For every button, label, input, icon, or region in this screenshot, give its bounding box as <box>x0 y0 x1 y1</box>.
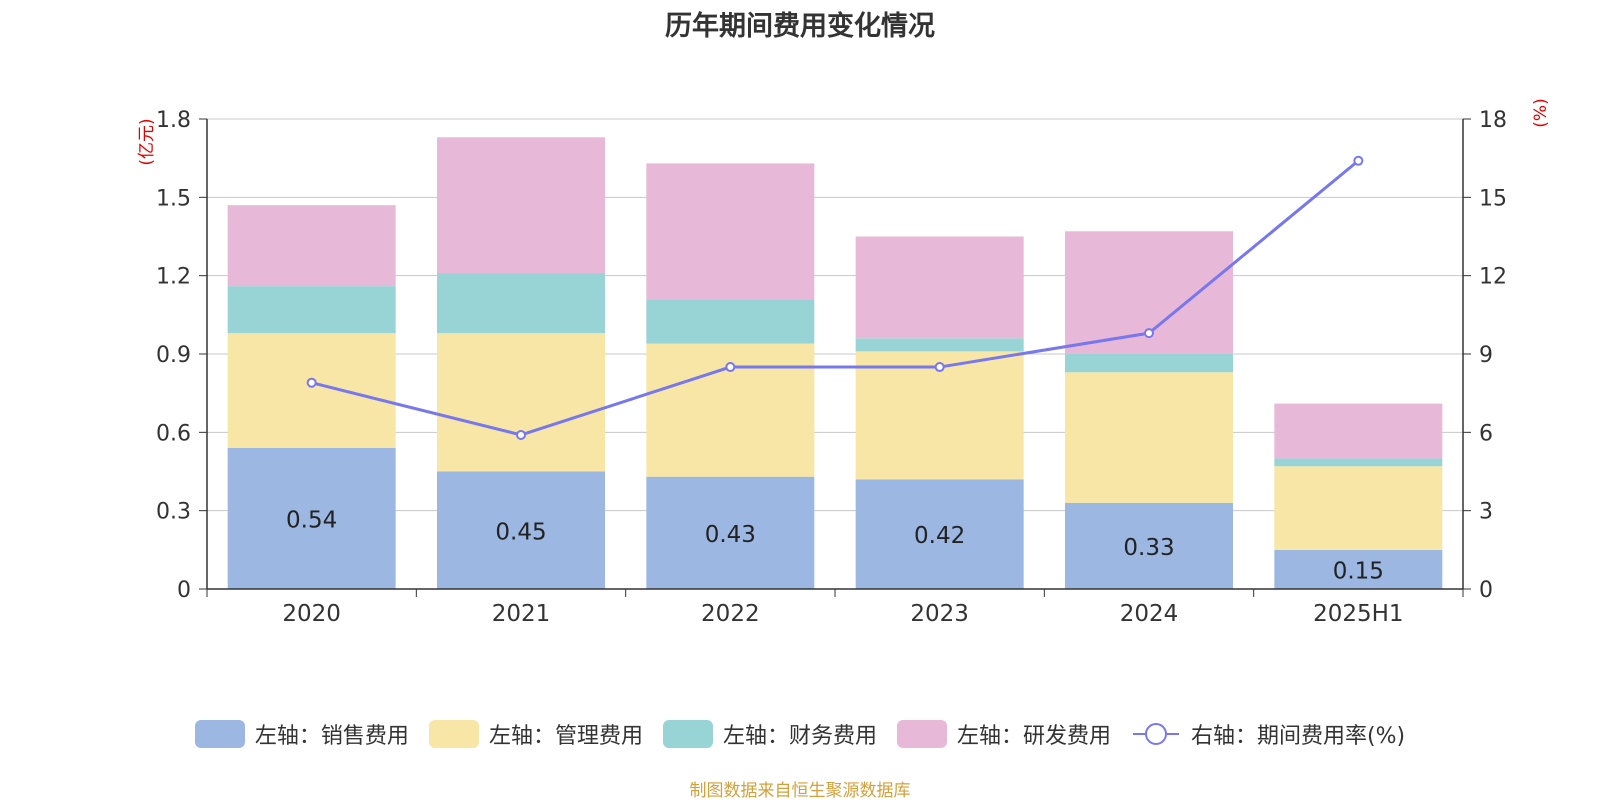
expense-rate-point <box>934 362 945 373</box>
bar-segment-2-2021 <box>437 333 605 472</box>
expense-rate-point <box>1353 155 1364 166</box>
left-tick-label: 0 <box>177 578 191 603</box>
legend-label-expense-rate: 右轴：期间费用率(%) <box>1190 724 1406 749</box>
x-tick-label: 2020 <box>282 601 341 627</box>
bar-segment-3-2020 <box>227 286 396 334</box>
x-tick-label: 2024 <box>1120 601 1179 627</box>
source-note: 制图数据来自恒生聚源数据库 <box>689 781 911 801</box>
bar-segment-3-2022 <box>646 299 815 344</box>
bar-segment-1-2025H1 <box>1274 549 1443 589</box>
legend-swatch-rnd <box>896 720 947 748</box>
left-tick-label: 1.5 <box>156 186 191 211</box>
bar-segment-1-2020 <box>227 448 396 589</box>
left-tick-label: 1.8 <box>156 108 191 133</box>
bar-segment-3-2023 <box>855 338 1024 352</box>
bar-segment-2-2020 <box>227 333 396 448</box>
legend-label-admin: 左轴：管理费用 <box>488 724 643 749</box>
data-label: 0.54 <box>286 508 337 534</box>
legend-item-sales[interactable]: 左轴：销售费用 <box>194 718 409 750</box>
bar-segment-3-2021 <box>437 273 605 334</box>
right-axis-unit-label: (%) <box>1531 98 1551 127</box>
legend-item-finance[interactable]: 左轴：财务费用 <box>662 718 877 750</box>
expense-rate-point <box>725 362 736 373</box>
bar-segment-4-2021 <box>437 137 605 274</box>
x-tick-label: 2021 <box>492 601 551 627</box>
legend-item-expense-rate[interactable]: 右轴：期间费用率(%) <box>1131 718 1405 750</box>
bar-segment-4-2022 <box>646 163 815 300</box>
bar-segment-1-2021 <box>437 471 605 589</box>
legend-label-finance: 左轴：财务费用 <box>722 724 877 749</box>
legend-label-rnd: 左轴：研发费用 <box>956 724 1111 749</box>
left-tick-label: 1.2 <box>156 265 191 290</box>
bar-segment-4-2020 <box>227 205 396 287</box>
legend-label-sales: 左轴：销售费用 <box>254 724 409 749</box>
legend-item-admin[interactable]: 左轴：管理费用 <box>428 718 643 750</box>
data-label: 0.45 <box>495 519 546 545</box>
legend-swatch-sales <box>194 720 245 748</box>
left-axis-unit-label: (亿元) <box>137 118 157 165</box>
left-tick-label: 0.6 <box>156 421 191 446</box>
bar-segment-3-2025H1 <box>1274 458 1443 467</box>
bar-segment-3-2024 <box>1065 354 1233 373</box>
right-tick-label: 12 <box>1479 265 1507 290</box>
x-tick-label: 2022 <box>701 601 760 627</box>
bar-segment-4-2025H1 <box>1274 403 1443 459</box>
right-tick-label: 15 <box>1479 186 1507 211</box>
right-tick-label: 9 <box>1479 343 1493 368</box>
data-label: 0.42 <box>914 523 965 549</box>
bar-segment-2-2025H1 <box>1274 466 1443 550</box>
x-tick-label: 2023 <box>910 601 969 627</box>
legend-swatch-finance <box>662 720 713 748</box>
right-tick-label: 18 <box>1479 108 1507 133</box>
right-tick-label: 3 <box>1479 500 1493 525</box>
expense-rate-point <box>1144 328 1154 339</box>
left-tick-label: 0.9 <box>156 343 191 368</box>
expense-rate-point <box>306 377 317 388</box>
legend-item-rnd[interactable]: 左轴：研发费用 <box>896 718 1111 750</box>
x-tick-label: 2025H1 <box>1313 601 1403 627</box>
data-label: 0.33 <box>1123 535 1174 561</box>
right-tick-label: 6 <box>1479 421 1493 446</box>
expense-rate-point <box>516 429 526 440</box>
legend-line-marker-icon <box>1132 723 1179 745</box>
bar-segment-2-2023 <box>855 351 1024 480</box>
data-label: 0.43 <box>705 522 756 548</box>
left-tick-label: 0.3 <box>156 500 191 525</box>
bar-segment-4-2023 <box>855 236 1024 339</box>
data-label: 0.15 <box>1333 558 1384 584</box>
legend-swatch-admin <box>428 720 479 748</box>
bar-segment-1-2024 <box>1065 502 1233 589</box>
right-tick-label: 0 <box>1479 578 1493 603</box>
chart-title: 历年期间费用变化情况 <box>665 11 935 42</box>
expense-rate-line <box>311 159 1360 437</box>
chart-legend: 左轴：销售费用 左轴：管理费用 左轴：财务费用 左轴：研发费用 右轴：期间费用率… <box>0 718 1600 750</box>
bar-segment-1-2022 <box>646 476 815 589</box>
bar-segment-1-2023 <box>855 479 1024 589</box>
bar-segment-2-2024 <box>1065 372 1233 503</box>
